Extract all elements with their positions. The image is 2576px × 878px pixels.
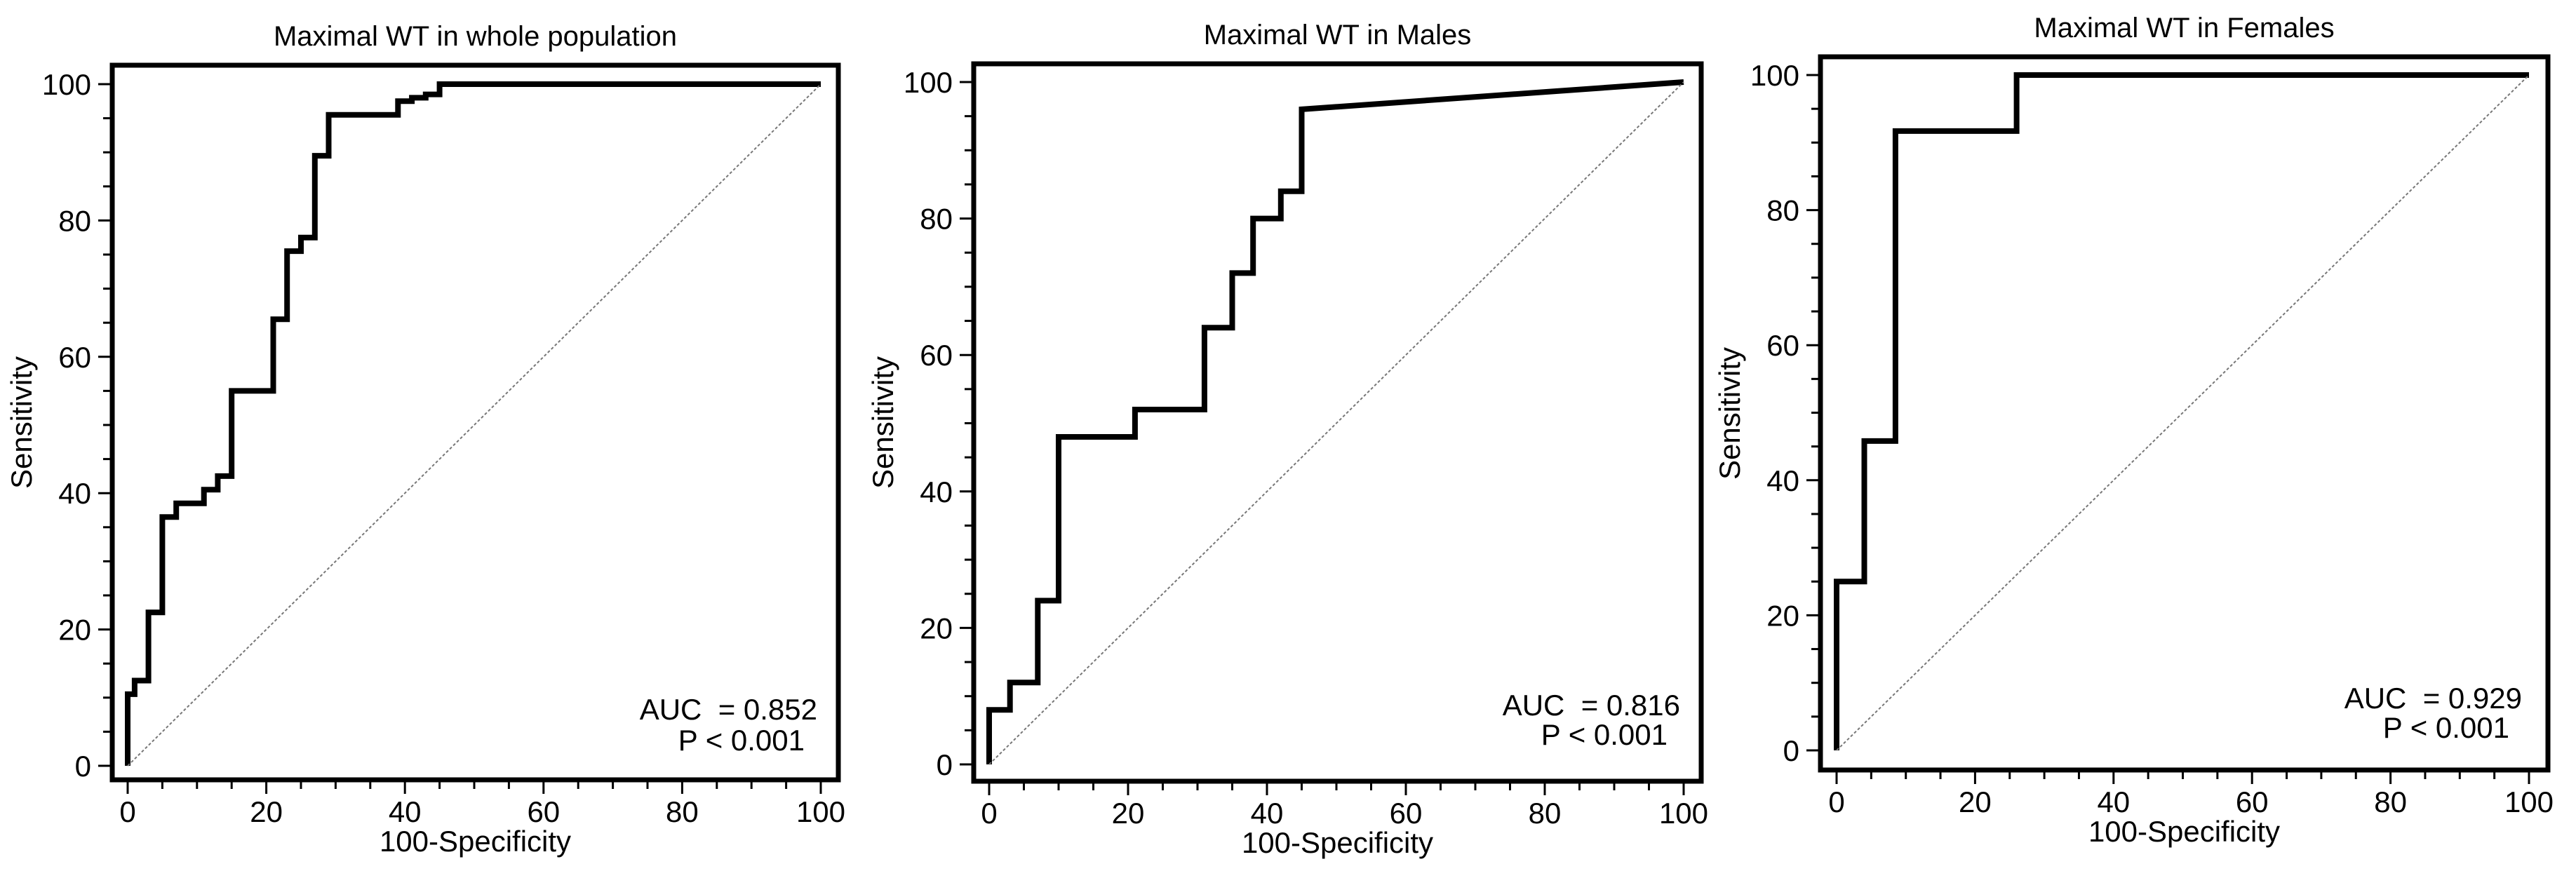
x-tick-label: 0: [119, 795, 135, 828]
reference-diagonal-line: [1836, 74, 2530, 751]
x-tick-label: 0: [981, 797, 997, 830]
p-value-annotation: P < 0.001: [1541, 718, 1668, 751]
y-axis-label: Sensitivity: [866, 356, 899, 489]
x-tick-label: 20: [250, 795, 283, 828]
x-tick-label: 0: [1828, 785, 1844, 818]
chart-title: Maximal WT in whole population: [274, 21, 677, 52]
auc-annotation: AUC = 0.816: [1503, 689, 1680, 722]
y-tick-label: 0: [937, 748, 953, 781]
roc-curve-line: [1834, 72, 2529, 750]
y-axis-label: Sensitivity: [5, 356, 38, 489]
x-tick-label: 100: [796, 795, 845, 828]
auc-annotation: AUC = 0.852: [640, 693, 817, 726]
y-tick-label: 20: [920, 612, 953, 644]
y-tick-label: 40: [1766, 464, 1799, 497]
p-value-annotation: P < 0.001: [2383, 711, 2509, 744]
x-tick-label: 20: [1959, 785, 1992, 818]
x-tick-label: 80: [2374, 785, 2407, 818]
x-axis-label: 100-Specificity: [1242, 826, 1433, 859]
chart-title: Maximal WT in Females: [2034, 13, 2334, 43]
x-tick-label: 20: [1112, 797, 1145, 830]
roc-panel-1: Maximal WT in whole population 0 20 40 60 80 1…: [5, 21, 845, 858]
y-tick-label: 100: [42, 68, 91, 101]
y-tick-label: 0: [1783, 734, 1799, 767]
x-tick-label: 40: [2097, 785, 2130, 818]
auc-annotation: AUC = 0.929: [2344, 682, 2522, 715]
y-tick-label: 40: [58, 477, 91, 510]
y-tick-label: 80: [1766, 194, 1799, 227]
x-tick-label: 100: [2504, 785, 2554, 818]
y-tick-label: 100: [1750, 59, 1799, 92]
y-tick-label: 20: [58, 614, 91, 647]
roc-panel-3: Maximal WT in Females 0 20 40 60 80 100 0 20 40 60…: [1713, 13, 2554, 848]
x-tick-label: 40: [389, 795, 422, 828]
chart-title: Maximal WT in Males: [1204, 20, 1472, 50]
y-tick-label: 60: [58, 341, 91, 374]
x-tick-label: 40: [1251, 797, 1284, 830]
x-tick-label: 60: [527, 795, 560, 828]
y-tick-label: 100: [904, 66, 953, 99]
roc-panel-2: Maximal WT in Males 0 20 40 60 80 100 0 20 40 60 80…: [866, 20, 1708, 859]
roc-curve-line: [986, 79, 1684, 764]
y-axis-label: Sensitivity: [1713, 347, 1746, 480]
roc-curve-line: [125, 81, 821, 766]
x-tick-label: 80: [666, 795, 699, 828]
x-tick-label: 80: [1529, 797, 1562, 830]
y-tick-label: 0: [75, 750, 91, 783]
y-tick-label: 80: [920, 203, 953, 236]
x-axis-label: 100-Specificity: [380, 825, 571, 858]
x-tick-label: 60: [2236, 785, 2269, 818]
y-tick-label: 60: [1766, 329, 1799, 362]
x-tick-label: 60: [1390, 797, 1423, 830]
y-tick-label: 80: [58, 204, 91, 237]
y-tick-label: 20: [1766, 599, 1799, 632]
plot-frame: [109, 62, 841, 783]
x-axis-label: 100-Specificity: [2088, 815, 2280, 848]
p-value-annotation: P < 0.001: [678, 724, 805, 757]
y-tick-label: 60: [920, 339, 953, 372]
x-tick-label: 100: [1659, 797, 1708, 830]
y-tick-label: 40: [920, 475, 953, 508]
reference-diagonal-line: [988, 81, 1684, 765]
